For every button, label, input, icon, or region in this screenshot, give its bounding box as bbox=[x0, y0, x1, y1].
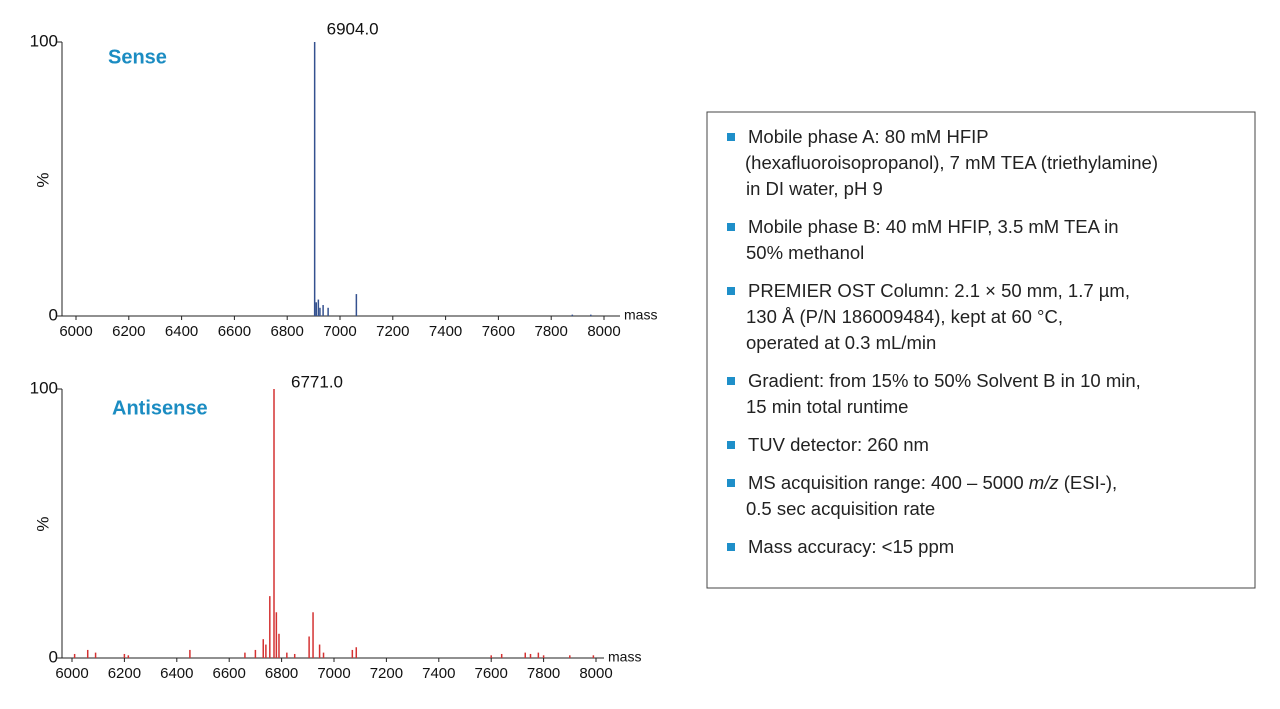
chart-title: Antisense bbox=[112, 397, 208, 419]
condition-text: m/z bbox=[1029, 472, 1059, 493]
condition-line: Mass accuracy: <15 ppm bbox=[748, 536, 954, 557]
y-tick-label: 0 bbox=[49, 647, 58, 666]
x-tick-label: 7400 bbox=[429, 323, 462, 340]
x-tick-label: 6000 bbox=[55, 665, 88, 682]
x-tick-label: 6400 bbox=[160, 665, 193, 682]
condition-line: TUV detector: 260 nm bbox=[748, 434, 929, 455]
condition-line: (hexafluoroisopropanol), 7 mM TEA (triet… bbox=[745, 152, 1158, 173]
peak-annotation: 6771.0 bbox=[291, 372, 343, 391]
x-tick-label: 7600 bbox=[482, 323, 515, 340]
condition-text: Mass accuracy: <15 ppm bbox=[748, 536, 954, 557]
bullet bbox=[727, 223, 735, 231]
condition-text: TUV detector: 260 nm bbox=[748, 434, 929, 455]
bullet bbox=[727, 133, 735, 141]
x-axis-label: mass bbox=[608, 649, 641, 665]
x-tick-label: 6000 bbox=[59, 323, 92, 340]
x-tick-label: 7600 bbox=[475, 665, 508, 682]
condition-text: 0.5 sec acquisition rate bbox=[746, 498, 935, 519]
condition-text: PREMIER OST Column: 2.1 × 50 mm, 1.7 µm, bbox=[748, 280, 1130, 301]
chart-title: Sense bbox=[108, 46, 167, 68]
bullet bbox=[727, 479, 735, 487]
x-tick-label: 8000 bbox=[587, 323, 620, 340]
x-tick-label: 6400 bbox=[165, 323, 198, 340]
condition-text: in DI water, pH 9 bbox=[746, 178, 883, 199]
condition-line: Mobile phase A: 80 mM HFIP bbox=[748, 126, 989, 147]
condition-text: 15 min total runtime bbox=[746, 396, 908, 417]
y-tick-label: 0 bbox=[49, 305, 58, 324]
bullet bbox=[727, 287, 735, 295]
bullet bbox=[727, 377, 735, 385]
x-tick-label: 6600 bbox=[213, 665, 246, 682]
x-tick-label: 6600 bbox=[218, 323, 251, 340]
condition-text: Mobile phase B: 40 mM HFIP, 3.5 mM TEA i… bbox=[748, 216, 1119, 237]
y-axis-label: % bbox=[33, 172, 52, 187]
condition-text: 130 Å (P/N 186009484), kept at 60 °C, bbox=[746, 306, 1063, 327]
x-tick-label: 6200 bbox=[108, 665, 141, 682]
condition-line: Mobile phase B: 40 mM HFIP, 3.5 mM TEA i… bbox=[748, 216, 1119, 237]
condition-text: (hexafluoroisopropanol), 7 mM TEA (triet… bbox=[745, 152, 1158, 173]
y-axis-label: % bbox=[33, 516, 52, 531]
x-tick-label: 7800 bbox=[527, 665, 560, 682]
bullet bbox=[727, 441, 735, 449]
x-tick-label: 6800 bbox=[265, 665, 298, 682]
x-axis-label: mass bbox=[624, 307, 657, 323]
x-tick-label: 7000 bbox=[323, 323, 356, 340]
condition-line: 15 min total runtime bbox=[746, 396, 908, 417]
x-tick-label: 7000 bbox=[317, 665, 350, 682]
condition-line: PREMIER OST Column: 2.1 × 50 mm, 1.7 µm, bbox=[748, 280, 1130, 301]
condition-text: (ESI-), bbox=[1059, 472, 1118, 493]
condition-line: operated at 0.3 mL/min bbox=[746, 332, 936, 353]
x-tick-label: 7800 bbox=[535, 323, 568, 340]
bullet bbox=[727, 543, 735, 551]
y-tick-label: 100 bbox=[30, 378, 58, 397]
condition-text: Gradient: from 15% to 50% Solvent B in 1… bbox=[748, 370, 1141, 391]
condition-text: Mobile phase A: 80 mM HFIP bbox=[748, 126, 989, 147]
condition-line: Gradient: from 15% to 50% Solvent B in 1… bbox=[748, 370, 1141, 391]
condition-text: 50% methanol bbox=[746, 242, 864, 263]
x-tick-label: 7200 bbox=[370, 665, 403, 682]
x-tick-label: 7200 bbox=[376, 323, 409, 340]
condition-text: MS acquisition range: 400 – 5000 bbox=[748, 472, 1029, 493]
x-tick-label: 6200 bbox=[112, 323, 145, 340]
conditions-box bbox=[706, 111, 1256, 589]
condition-text: operated at 0.3 mL/min bbox=[746, 332, 936, 353]
condition-line: 0.5 sec acquisition rate bbox=[746, 498, 935, 519]
x-tick-label: 8000 bbox=[579, 665, 612, 682]
y-tick-label: 100 bbox=[30, 31, 58, 50]
condition-line: 130 Å (P/N 186009484), kept at 60 °C, bbox=[746, 306, 1063, 327]
x-tick-label: 7400 bbox=[422, 665, 455, 682]
peak-annotation: 6904.0 bbox=[327, 19, 379, 38]
x-tick-label: 6800 bbox=[271, 323, 304, 340]
condition-line: in DI water, pH 9 bbox=[746, 178, 883, 199]
condition-line: 50% methanol bbox=[746, 242, 864, 263]
condition-line: MS acquisition range: 400 – 5000 m/z (ES… bbox=[748, 472, 1117, 493]
